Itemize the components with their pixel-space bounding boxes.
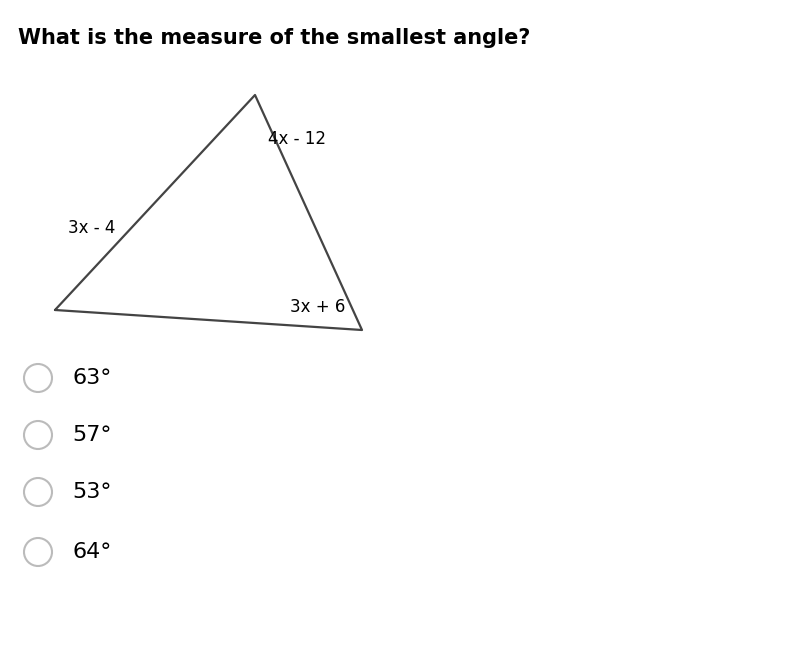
Text: What is the measure of the smallest angle?: What is the measure of the smallest angl…: [18, 28, 530, 48]
Text: 64°: 64°: [72, 542, 111, 562]
Text: 63°: 63°: [72, 368, 111, 388]
Text: 57°: 57°: [72, 425, 111, 445]
Text: 3x + 6: 3x + 6: [290, 298, 346, 316]
Text: 4x - 12: 4x - 12: [268, 130, 326, 148]
Text: 3x - 4: 3x - 4: [68, 219, 115, 237]
Text: 53°: 53°: [72, 482, 111, 502]
